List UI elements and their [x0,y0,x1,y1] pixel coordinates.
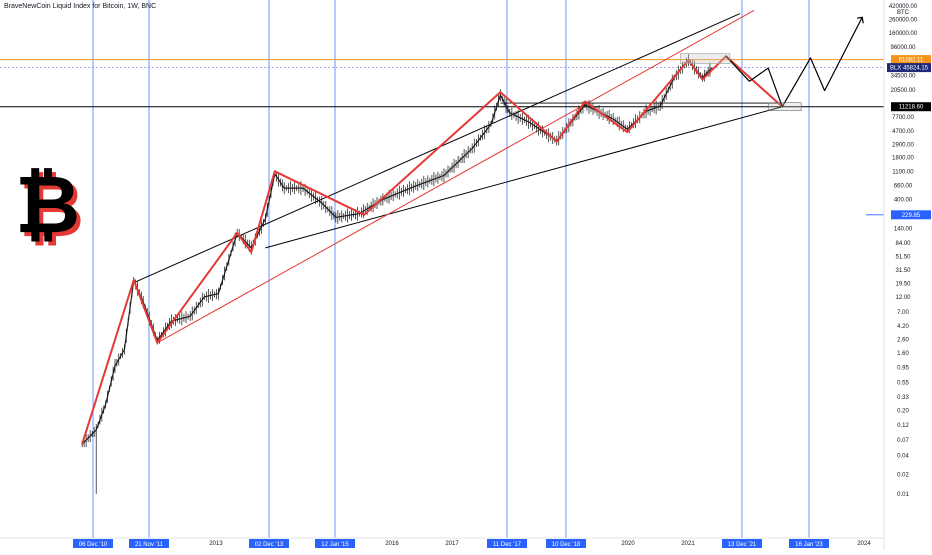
horizontal-levels: ◂ [0,59,888,402]
y-tick-label: 0.20 [897,409,909,415]
price-tag-label: 229.85 [902,213,921,219]
y-tick-label: 400.00 [894,197,913,203]
date-tag-bg [546,539,586,548]
y-tick-label: 1100.00 [892,169,914,175]
bottom-zone-box [767,102,802,112]
date-tag-label: 16 Jan '23 [795,542,823,548]
y-tick-label: 31.50 [895,268,911,274]
y-tick-label: 84.00 [895,241,911,247]
zigzag-path [81,55,783,445]
price-tag-bg [891,55,931,65]
y-tick-label: 96000.00 [890,45,916,51]
x-tick-label: 2020 [621,541,635,547]
y-tick-label: 12.00 [895,295,911,301]
y-tick-label: 660.00 [894,183,913,189]
price-series [81,54,713,494]
y-tick-label: 34500.00 [890,73,916,79]
date-tag-label: 11 Dec '17 [493,542,522,548]
zone-boxes [680,53,802,112]
y-tick-label: 1800.00 [892,156,914,162]
price-tag-bg [891,210,931,220]
vertical-date-lines [92,0,810,538]
date-tag-bg [722,539,762,548]
bitcoin-logo-glyph: ₿ [15,158,80,251]
y-tick-label: 0.07 [897,438,909,444]
date-tag-label: 06 Dec '10 [79,542,108,548]
price-tag-label: 61082.11 [899,58,924,64]
date-tag-bg [129,539,169,548]
time-axis: 2013 2016 2017 2020 2021 2024 06 Dec '10 21 Nov… [0,537,884,548]
y-tick-label: 0.55 [897,381,909,387]
y-tick-label: 4.20 [897,324,909,330]
date-tag-bg [73,539,113,548]
date-tag-bg [789,539,829,548]
x-tick-label: 2021 [681,541,695,547]
y-tick-label: 7.00 [897,310,909,316]
y-tick-label: 160000.00 [889,31,918,37]
chart-title: BraveNewCoin Liquid Index for Bitcoin, 1… [4,3,157,10]
date-tag-label: 12 Jan '15 [321,542,349,548]
top-zone-box [680,53,731,64]
price-axis-bg [884,0,932,550]
projection [725,16,864,108]
price-tag-label: 11218.60 [899,105,924,111]
bitcoin-logo-shadow: ₿ [19,162,84,255]
red-zigzag [81,55,783,445]
y-tick-label: 0.02 [897,473,909,479]
x-tick-label: 2016 [385,541,399,547]
projection-arrow-head [857,16,864,24]
y-tick-label: 4700.00 [892,129,914,135]
price-tag-bg [891,102,931,112]
trendline [265,106,783,249]
y-tick-label: 0.01 [897,492,909,498]
y-tick-label: 260000.00 [889,17,918,23]
y-tick-label: 20500.00 [890,88,916,94]
x-tick-label: 2013 [209,541,223,547]
price-axis: BTC420000.00260000.00160000.0096000.0058… [883,0,932,550]
date-tag-bg [249,539,289,548]
trendline [157,9,755,344]
currency-label: BTC [897,10,910,16]
date-tag-label: 02 Dec '13 [255,542,284,548]
date-tag-label: 13 Dec '21 [728,542,757,548]
y-tick-label: 19.50 [895,281,911,287]
date-tag-label: 21 Nov '11 [135,542,164,548]
y-tick-label: 0.95 [897,365,909,371]
date-tag-bg [315,539,355,548]
bitcoin-logo-icon: ₿₿ [15,158,84,255]
y-tick-label: 7700.00 [892,115,914,121]
y-tick-label: 0.33 [897,395,909,401]
date-tag-bg [487,539,527,548]
y-tick-label: 140.00 [894,227,913,233]
y-tick-label: 0.12 [897,423,909,429]
price-tag-bg [887,63,931,73]
y-tick-label: 1.60 [897,351,909,357]
y-tick-label: 51.50 [895,254,911,260]
projection-path [725,17,863,108]
date-tag-label: 10 Dec '18 [552,542,581,548]
y-tick-label: 420000.00 [889,4,918,10]
y-tick-label: 2900.00 [892,142,914,148]
x-tick-label: 2024 [857,541,871,547]
y-tick-label: 2.60 [897,337,909,343]
x-tick-label: 2017 [445,541,459,547]
y-tick-label: 0.04 [897,453,909,459]
price-tag-label: BLX 45824.15 [890,66,929,72]
